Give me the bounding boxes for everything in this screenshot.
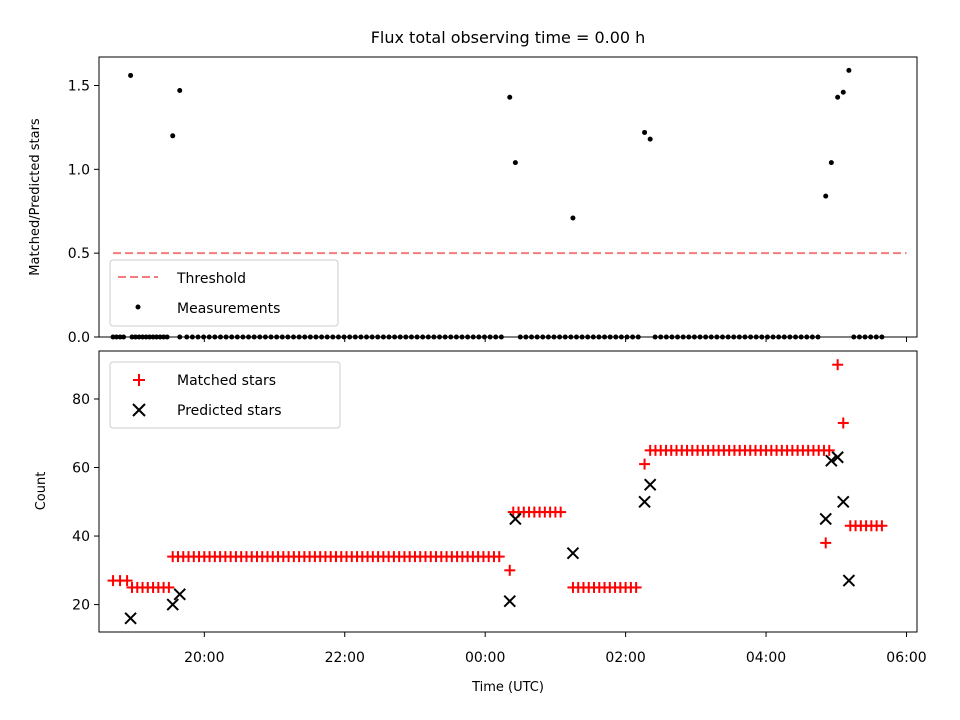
count-panel: 20:00 22:00 00:00 02:00 04:00 06:00 20 40 60 80 C… <box>34 350 927 695</box>
count-legend: Matched stars Predicted stars <box>109 361 341 429</box>
matched-star-point <box>639 458 651 470</box>
ratio-legend: Threshold Measurements <box>109 259 339 327</box>
predicted-star-point <box>124 612 137 625</box>
matched-star-point <box>121 575 133 587</box>
predicted-star-point <box>837 495 850 508</box>
legend-predicted-marker <box>132 403 146 417</box>
predicted-star-point <box>842 574 856 587</box>
count-x-tick-label: 04:00 <box>746 650 786 666</box>
legend-measurements-label: Measurements <box>177 301 280 317</box>
x-axis-label: Time (UTC) <box>471 680 544 695</box>
matched-star-point <box>832 359 844 371</box>
matched-star-point <box>820 537 832 549</box>
count-x-tick-label: 00:00 <box>465 650 505 666</box>
measurement-point <box>177 88 183 94</box>
measurement-point <box>647 136 653 142</box>
count-y-tick-label: 20 <box>72 598 90 614</box>
count-x-tick-label: 02:00 <box>605 650 645 666</box>
matched-star-point <box>630 581 642 593</box>
ratio-axes-frame <box>98 56 918 338</box>
count-y-tick-label: 80 <box>72 392 90 408</box>
matched-star-point <box>163 581 175 593</box>
count-y-tick-label: 40 <box>72 529 90 545</box>
matched-star-point <box>555 506 567 518</box>
legend-measurement-dot <box>135 304 141 310</box>
count-plot-area <box>107 359 888 625</box>
matched-star-point <box>837 417 849 429</box>
measurement-point <box>823 193 829 199</box>
count-legend-box <box>109 361 341 429</box>
predicted-star-point <box>831 451 844 464</box>
measurement-point <box>835 94 841 100</box>
measurement-point <box>840 89 846 95</box>
predicted-star-point <box>503 594 516 608</box>
measurement-point <box>512 160 518 166</box>
count-y-label: Count <box>34 472 49 511</box>
measurement-point <box>507 94 513 100</box>
predicted-star-point <box>638 495 651 508</box>
ratio-y-tick-label: 0.0 <box>68 330 90 346</box>
count-y-tick-label: 60 <box>72 461 90 477</box>
measurement-point <box>846 67 852 73</box>
ratio-y-label: Matched/Predicted stars <box>28 118 43 276</box>
count-axis-ticks: 20:00 22:00 00:00 02:00 04:00 06:00 20 40 60 80 <box>72 392 926 666</box>
measurement-point <box>570 215 576 221</box>
legend-threshold-label: Threshold <box>176 271 246 287</box>
legend-predicted-label: Predicted stars <box>177 403 282 419</box>
predicted-star-point <box>825 454 838 467</box>
measurement-point <box>170 133 176 139</box>
predicted-star-point <box>166 598 179 611</box>
ratio-y-tick-label: 1.0 <box>68 162 90 178</box>
legend-matched-label: Matched stars <box>177 373 276 389</box>
predicted-star-point <box>566 546 580 560</box>
predicted-star-point <box>173 588 186 601</box>
matched-star-point <box>876 520 888 532</box>
count-x-tick-label: 06:00 <box>886 650 926 666</box>
matched-star-point <box>493 551 505 563</box>
ratio-panel: 0.0 0.5 1.0 1.5 Matched/Predicted stars Thr… <box>28 56 918 346</box>
predicted-star-point <box>819 512 832 526</box>
matched-star-point <box>823 444 835 456</box>
ratio-y-tick-label: 1.5 <box>68 79 90 95</box>
predicted-star-point <box>509 512 522 526</box>
count-x-tick-label: 22:00 <box>325 650 365 666</box>
count-axes-frame <box>98 350 918 633</box>
ratio-legend-box <box>109 259 339 327</box>
count-x-tick-label: 20:00 <box>184 650 224 666</box>
predicted-star-point <box>643 478 657 491</box>
matched-star-point <box>504 564 516 576</box>
ratio-y-tick-label: 0.5 <box>68 246 90 262</box>
chart-title: Flux total observing time = 0.00 h <box>371 28 646 47</box>
measurement-point <box>128 72 134 78</box>
ratio-axis-ticks: 0.0 0.5 1.0 1.5 <box>68 79 907 346</box>
measurement-point <box>828 160 834 166</box>
legend-matched-marker <box>133 374 145 386</box>
measurement-point <box>642 129 648 135</box>
